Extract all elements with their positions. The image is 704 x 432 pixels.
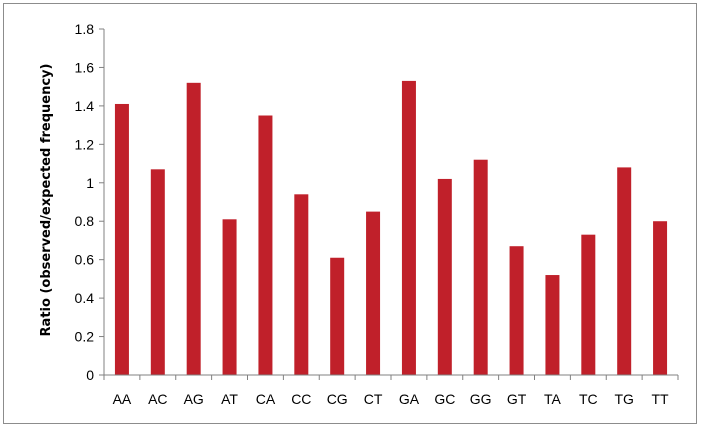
x-tick-label: TT (652, 391, 670, 407)
y-tick-label: 0.4 (75, 290, 95, 306)
bar-cc (294, 194, 309, 375)
bar-aa (114, 103, 129, 375)
bar-tc (581, 234, 596, 375)
y-tick-label: 0.2 (75, 329, 95, 345)
y-tick-label: 1.6 (75, 59, 95, 75)
bar-tt (653, 221, 668, 375)
bar-at (222, 219, 237, 375)
x-tick-label: CG (327, 391, 348, 407)
y-tick-label: 1.4 (75, 98, 95, 114)
bar-ac (150, 169, 165, 375)
x-tick-label: GA (399, 391, 420, 407)
x-tick-label: TG (614, 391, 633, 407)
bars-group (114, 80, 668, 376)
bar-ta (545, 275, 560, 375)
bar-tg (617, 167, 632, 375)
x-tick-label: CA (256, 391, 276, 407)
x-tick-label: GT (507, 391, 527, 407)
x-tick-label: AC (148, 391, 167, 407)
x-tick-label: CT (364, 391, 383, 407)
bar-gt (509, 246, 524, 375)
x-tick-label: CC (291, 391, 311, 407)
x-tick-label: AT (221, 391, 238, 407)
bar-ga (401, 80, 416, 376)
x-tick-label: GC (434, 391, 455, 407)
x-tick-label: TC (579, 391, 598, 407)
x-tick-label: AG (184, 391, 204, 407)
x-ticks-group: AA AC AG AT CA CC CG CT GA GC GG GT TA TC TG TT (103, 375, 679, 407)
y-tick-label: 1.2 (75, 136, 95, 152)
y-tick-label: 0.6 (75, 252, 95, 268)
bar-ca (258, 115, 273, 375)
y-tick-label: 0.8 (75, 213, 95, 229)
x-tick-label: TA (544, 391, 562, 407)
bar-ag (186, 82, 201, 376)
x-tick-label: AA (113, 391, 132, 407)
bar-gc (437, 178, 452, 375)
bar-gg (473, 159, 488, 375)
y-tick-label: 1.8 (75, 21, 95, 37)
y-ticks-group: 0 0.2 0.4 0.6 0.8 1 1.2 1.4 1.6 1.8 (75, 21, 104, 383)
y-tick-label: 0 (86, 367, 94, 383)
y-axis-label: Ratio (observed/expected frequency) (39, 64, 54, 337)
bar-cg (330, 257, 345, 375)
y-tick-label: 1 (86, 175, 94, 191)
bar-ct (366, 211, 381, 375)
x-tick-label: GG (470, 391, 492, 407)
